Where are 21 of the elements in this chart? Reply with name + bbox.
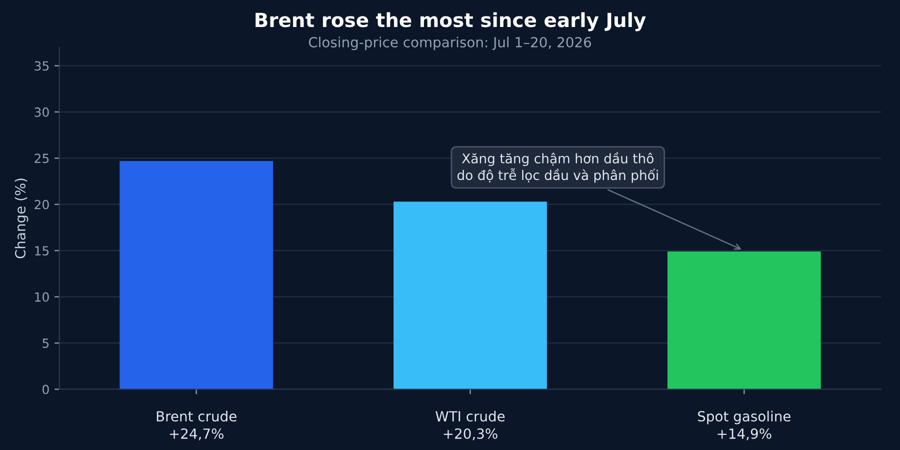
annotation: Xăng tăng chậm hơn dầu thô do độ trễ lọc dầu và phân phối — [457, 152, 658, 183]
y-tick-label: 10 — [35, 292, 49, 302]
data-label: +20,3% — [444, 428, 498, 440]
x-tick-label: WTI crude — [436, 410, 505, 422]
y-tick-label: 20 — [34, 200, 49, 210]
chart-title: Brent rose the most since early July — [256, 12, 646, 32]
y-tick-label: 30 — [34, 107, 49, 117]
y-tick-label: 15 — [35, 246, 49, 256]
y-tick-label: 25 — [34, 154, 49, 164]
y-tick-label: 0 — [42, 384, 49, 394]
x-tick-label: Spot gasoline — [698, 410, 790, 424]
x-tick-label: Brent crude — [156, 410, 236, 422]
data-label: +24,7% — [170, 428, 224, 440]
y-axis-title: Change (%) — [14, 178, 28, 258]
bar — [120, 160, 274, 390]
data-label: +14,9% — [718, 428, 772, 440]
bar — [667, 252, 821, 390]
chart-subtitle: Closing-price comparison: Jul 1–20, 2026 — [308, 36, 591, 50]
y-tick-label: 35 — [34, 61, 49, 71]
bar — [394, 202, 547, 390]
y-tick-label: 5 — [42, 338, 49, 348]
